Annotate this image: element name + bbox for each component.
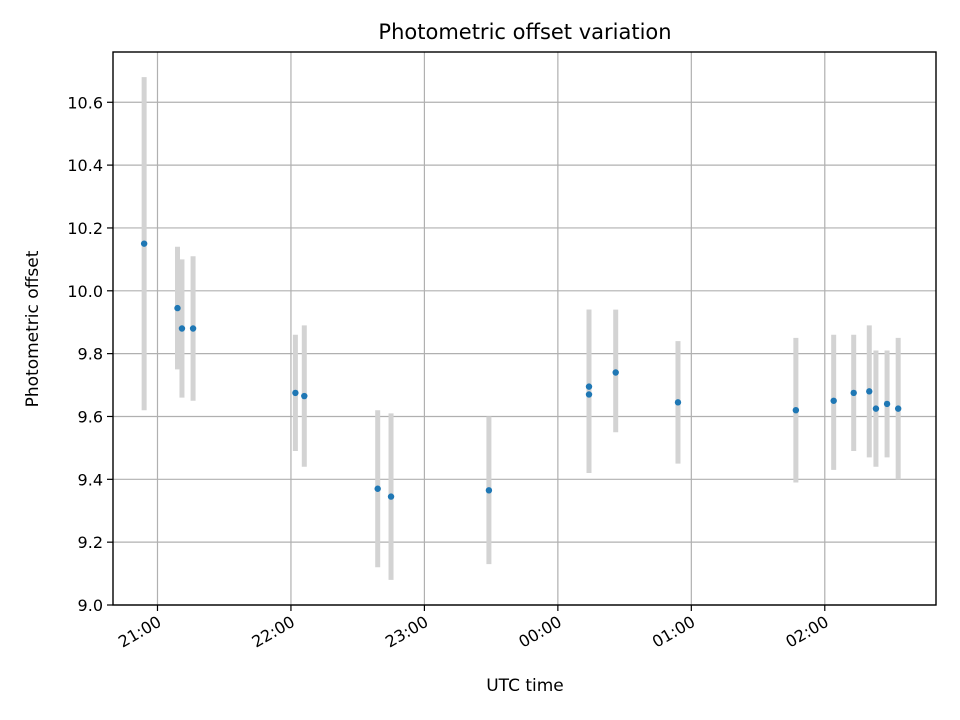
y-tick-label: 9.8 xyxy=(78,345,103,364)
x-axis-ticks: 21:00 22:00 23:00 00:00 01:00 02:00 xyxy=(115,605,832,652)
data-point xyxy=(883,400,891,408)
y-tick-label: 10.6 xyxy=(67,93,103,112)
data-point xyxy=(174,304,181,312)
data-point xyxy=(894,405,902,412)
data-point xyxy=(387,493,395,500)
data-point xyxy=(585,383,593,390)
grid xyxy=(113,52,936,606)
x-tick-label: 21:00 xyxy=(115,612,164,652)
y-tick-label: 9.2 xyxy=(78,533,103,552)
data-point xyxy=(301,392,308,400)
y-tick-label: 9.4 xyxy=(78,470,103,489)
plot-frame xyxy=(112,51,937,606)
y-tick-label: 10.0 xyxy=(67,282,103,301)
data-point xyxy=(374,485,381,492)
data-point xyxy=(674,399,682,406)
data-point xyxy=(830,397,837,404)
x-tick-label: 01:00 xyxy=(649,612,698,652)
x-tick-label: 22:00 xyxy=(249,612,298,652)
data-point xyxy=(866,388,873,395)
x-tick-label: 23:00 xyxy=(382,612,431,652)
data-point xyxy=(850,389,857,397)
data-point xyxy=(485,487,493,494)
chart-title: Photometric offset variation xyxy=(378,20,671,44)
data-point xyxy=(189,325,197,332)
x-tick-label: 00:00 xyxy=(515,612,564,652)
data-point xyxy=(140,240,148,247)
y-axis-ticks: 9.0 9.2 9.4 9.6 9.8 10.0 10.2 10.4 10.6 xyxy=(67,93,113,615)
error-bars xyxy=(141,77,901,580)
x-axis-label: UTC time xyxy=(486,676,564,696)
y-axis-label: Photometric offset xyxy=(23,250,43,407)
x-tick-label: 02:00 xyxy=(782,612,831,652)
y-tick-label: 10.2 xyxy=(67,219,103,238)
y-tick-label: 9.6 xyxy=(78,407,103,426)
data-points xyxy=(140,240,902,500)
data-point xyxy=(178,325,186,332)
y-tick-label: 10.4 xyxy=(67,156,103,175)
data-point xyxy=(585,391,593,398)
data-point xyxy=(612,369,619,376)
data-point xyxy=(872,405,880,412)
data-point xyxy=(792,406,800,414)
data-point xyxy=(292,389,299,397)
y-tick-label: 9.0 xyxy=(78,596,103,615)
